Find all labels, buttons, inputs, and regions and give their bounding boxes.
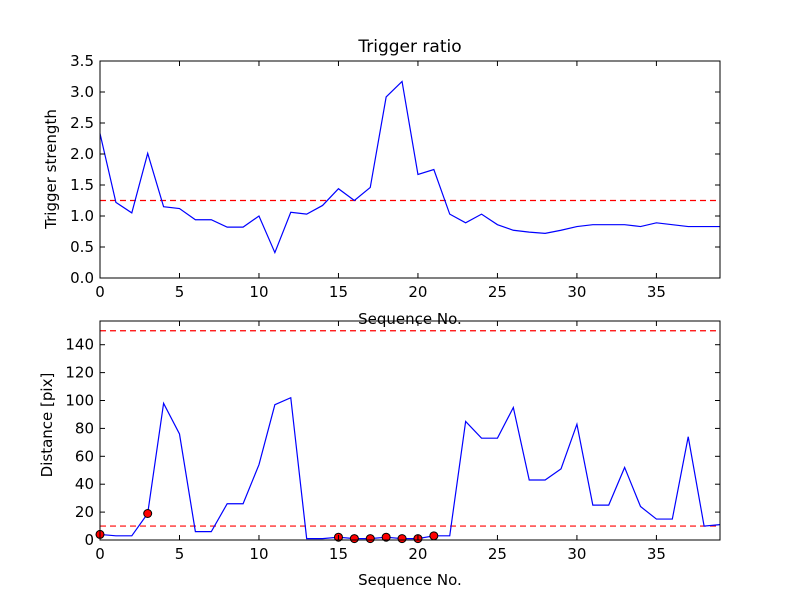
distance-panel: Sequence No. Distance [pix] 0 5 10 15 20 25 30… <box>38 320 721 589</box>
data-point-marker <box>397 534 407 544</box>
x-tick-label: 5 <box>175 283 185 301</box>
x-tick-label: 5 <box>175 545 185 563</box>
x-tick-label: 30 <box>567 283 586 301</box>
y-tick-label: 1.5 <box>70 176 94 194</box>
y-tick-label: 2.0 <box>70 145 94 163</box>
x-axis-label: Sequence No. <box>358 310 462 328</box>
y-tick-label: 60 <box>75 447 94 465</box>
data-point-marker <box>365 534 375 544</box>
y-tick-label: 3.5 <box>70 52 94 70</box>
x-tick-label: 20 <box>408 545 427 563</box>
chart-title: Trigger ratio <box>357 37 461 57</box>
x-tick-label: 10 <box>249 283 268 301</box>
data-point-marker <box>349 534 359 544</box>
y-tick-label: 0.5 <box>70 238 94 256</box>
y-tick-label: 120 <box>65 364 94 382</box>
y-axis-label: Distance [pix] <box>38 373 56 478</box>
series-line <box>99 80 720 255</box>
y-tick-label: 2.5 <box>70 114 94 132</box>
x-tick-label: 15 <box>329 283 348 301</box>
y-tick-label: 3.0 <box>70 83 94 101</box>
y-tick-label: 20 <box>75 503 94 521</box>
data-point-marker <box>381 532 391 542</box>
data-point-marker <box>429 531 439 541</box>
series-line <box>99 396 721 540</box>
axes-frame <box>99 60 721 279</box>
x-tick-label: 30 <box>567 545 586 563</box>
x-tick-label: 0 <box>95 283 105 301</box>
x-tick-label: 20 <box>408 283 427 301</box>
data-point-marker <box>143 508 153 518</box>
x-axis-label: Sequence No. <box>358 571 462 589</box>
y-tick-label: 0.0 <box>70 269 94 287</box>
y-tick-label: 0 <box>84 531 94 549</box>
y-tick-label: 1.0 <box>70 207 94 225</box>
x-tick-label: 10 <box>249 545 268 563</box>
x-tick-label: 25 <box>488 283 507 301</box>
axes-frame <box>99 320 721 541</box>
x-tick-label: 15 <box>329 545 348 563</box>
x-tick-label: 35 <box>647 283 666 301</box>
y-tick-label: 40 <box>75 475 94 493</box>
y-axis-label: Trigger strength <box>42 109 60 230</box>
y-tick-label: 140 <box>65 336 94 354</box>
x-tick-label: 25 <box>488 545 507 563</box>
x-tick-label: 35 <box>647 545 666 563</box>
y-tick-label: 80 <box>75 419 94 437</box>
x-tick-label: 0 <box>95 545 105 563</box>
y-tick-label: 100 <box>65 392 94 410</box>
trigger-ratio-panel: Trigger ratio Sequence No. Trigger stren… <box>42 37 721 328</box>
